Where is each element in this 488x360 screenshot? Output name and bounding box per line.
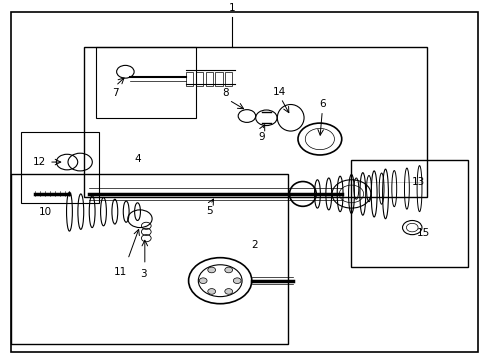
Text: 5: 5	[206, 206, 212, 216]
Bar	[196, 72, 203, 86]
Text: 7: 7	[112, 88, 119, 98]
Text: 12: 12	[33, 157, 46, 167]
Text: 1: 1	[228, 3, 235, 13]
Circle shape	[224, 289, 232, 294]
Text: 11: 11	[113, 267, 126, 277]
Bar	[186, 72, 193, 86]
Circle shape	[224, 267, 232, 273]
Circle shape	[207, 267, 215, 273]
Text: 4: 4	[134, 153, 141, 163]
Text: 15: 15	[416, 228, 429, 238]
Text: 6: 6	[318, 99, 325, 109]
Text: 14: 14	[272, 86, 285, 96]
Bar	[224, 72, 232, 86]
Text: 2: 2	[250, 240, 257, 250]
Bar	[215, 72, 222, 86]
Bar	[205, 72, 212, 86]
Circle shape	[199, 278, 206, 284]
Circle shape	[233, 278, 241, 284]
Text: 10: 10	[39, 207, 52, 217]
Text: 9: 9	[258, 132, 265, 142]
Text: 8: 8	[222, 88, 229, 98]
Circle shape	[207, 289, 215, 294]
Text: 13: 13	[411, 176, 425, 186]
Text: 3: 3	[140, 269, 146, 279]
